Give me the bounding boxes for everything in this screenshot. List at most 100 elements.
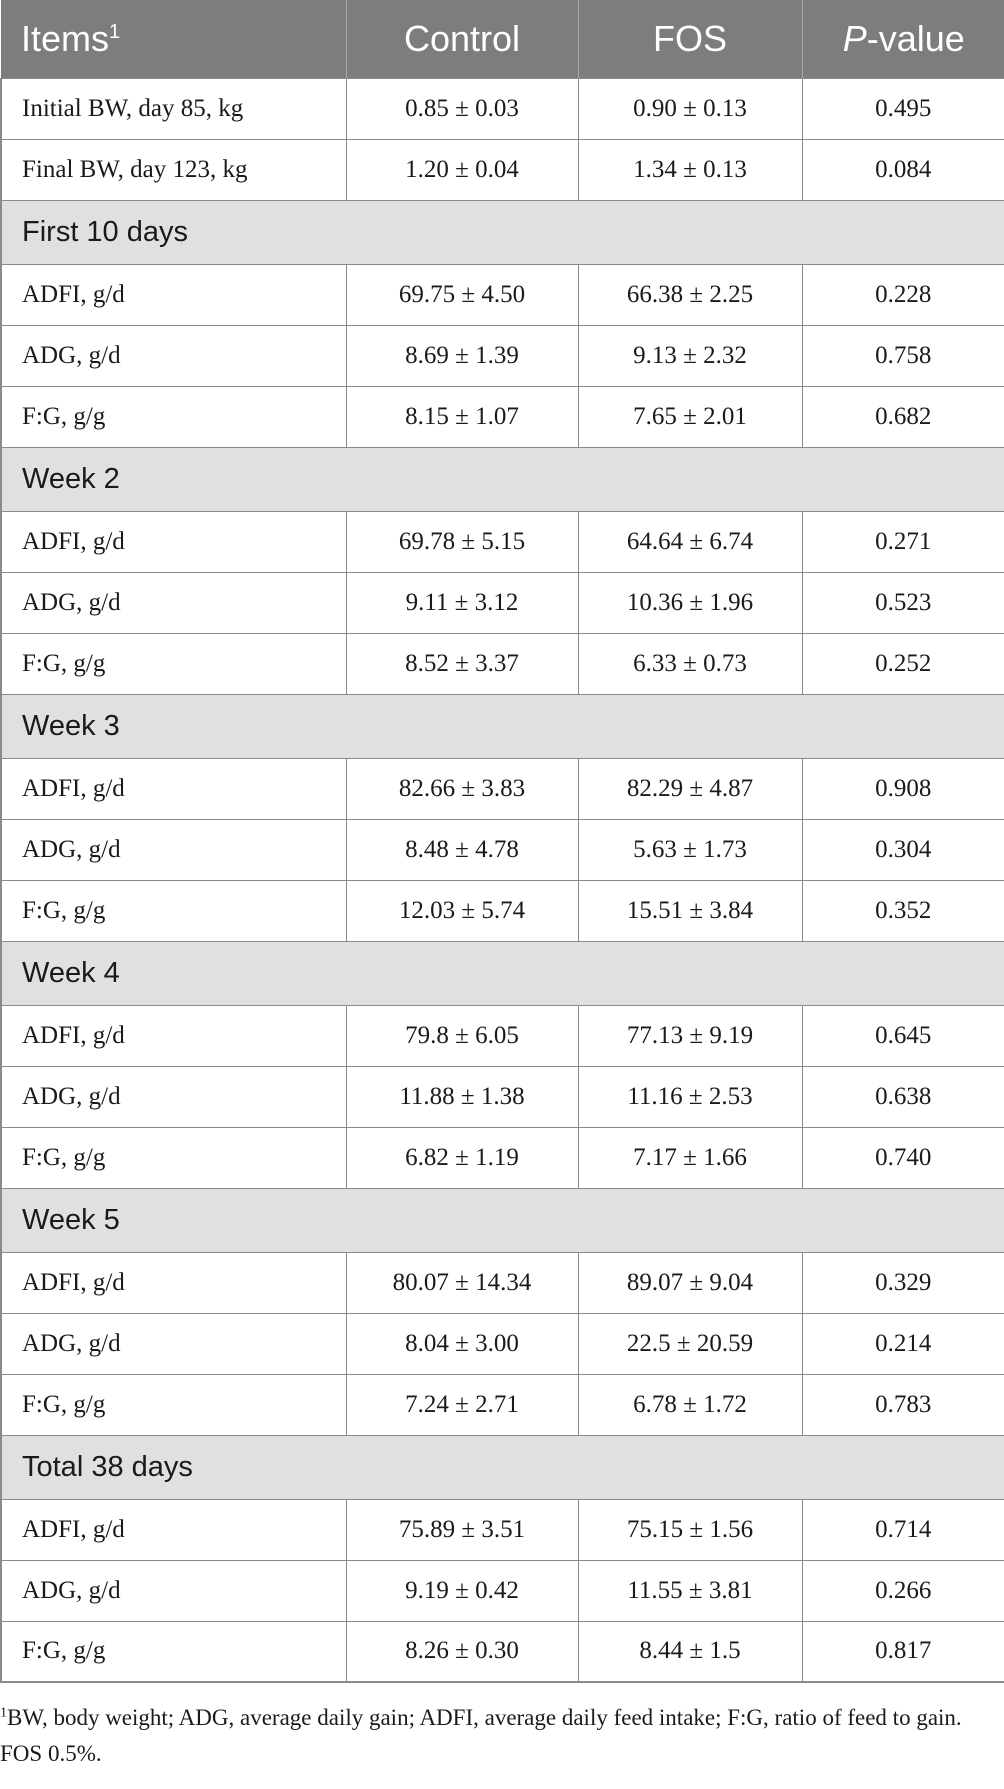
fos-value-cell: 77.13 ± 9.19	[577, 1004, 803, 1067]
header-row: Items1 Control FOS P-value	[1, 0, 1004, 78]
p-value-cell: 0.714	[801, 1498, 1004, 1561]
fos-value-cell: 64.64 ± 6.74	[577, 510, 803, 573]
control-value-cell: 8.26 ± 0.30	[345, 1620, 579, 1683]
fos-value-cell: 8.44 ± 1.5	[577, 1620, 803, 1683]
data-table-container: Items1 Control FOS P-value Initial BW, d…	[0, 0, 1004, 1683]
fos-value-cell: 1.34 ± 0.13	[577, 138, 803, 201]
section-label: Total 38 days	[0, 1434, 1004, 1500]
fos-value-cell: 75.15 ± 1.56	[577, 1498, 803, 1561]
row-label-cell: F:G, g/g	[0, 1126, 347, 1189]
p-value-cell: 0.252	[801, 632, 1004, 695]
header-p-rest: -value	[866, 17, 965, 59]
control-value-cell: 8.04 ± 3.00	[345, 1312, 579, 1375]
control-value-cell: 11.88 ± 1.38	[345, 1065, 579, 1128]
section-label: First 10 days	[0, 199, 1004, 265]
p-value-cell: 0.740	[801, 1126, 1004, 1189]
row-label-cell: ADFI, g/d	[0, 1498, 347, 1561]
fos-value-cell: 6.78 ± 1.72	[577, 1373, 803, 1436]
p-value-cell: 0.084	[801, 138, 1004, 201]
row-label-cell: ADFI, g/d	[0, 510, 347, 573]
header-fos: FOS	[578, 0, 803, 78]
table-row: F:G, g/g 12.03 ± 5.74 15.51 ± 3.84 0.352	[0, 879, 1004, 942]
section-header-row: Week 2	[0, 446, 1004, 512]
fos-value-cell: 82.29 ± 4.87	[577, 757, 803, 820]
row-label-cell: ADG, g/d	[0, 1559, 347, 1622]
footnote-text: BW, body weight; ADG, average daily gain…	[0, 1705, 962, 1766]
table-row: F:G, g/g 8.52 ± 3.37 6.33 ± 0.73 0.252	[0, 632, 1004, 695]
control-value-cell: 0.85 ± 0.03	[345, 77, 579, 140]
control-value-cell: 6.82 ± 1.19	[345, 1126, 579, 1189]
row-label-cell: Initial BW, day 85, kg	[0, 77, 347, 140]
p-value-cell: 0.271	[801, 510, 1004, 573]
control-value-cell: 9.11 ± 3.12	[345, 571, 579, 634]
fos-value-cell: 9.13 ± 2.32	[577, 324, 803, 387]
control-value-cell: 82.66 ± 3.83	[345, 757, 579, 820]
row-label-cell: F:G, g/g	[0, 385, 347, 448]
header-items-footnote-marker: 1	[109, 20, 121, 43]
row-label-cell: ADFI, g/d	[0, 1251, 347, 1314]
p-value-cell: 0.523	[801, 571, 1004, 634]
table-row: ADFI, g/d 82.66 ± 3.83 82.29 ± 4.87 0.908	[0, 757, 1004, 820]
control-value-cell: 69.75 ± 4.50	[345, 263, 579, 326]
control-value-cell: 8.15 ± 1.07	[345, 385, 579, 448]
p-value-cell: 0.352	[801, 879, 1004, 942]
header-p-italic: P	[842, 17, 867, 59]
p-value-cell: 0.228	[801, 263, 1004, 326]
table-row: F:G, g/g 8.26 ± 0.30 8.44 ± 1.5 0.817	[0, 1620, 1004, 1683]
section-header-row: Week 4	[0, 940, 1004, 1006]
control-value-cell: 8.52 ± 3.37	[345, 632, 579, 695]
fos-value-cell: 7.17 ± 1.66	[577, 1126, 803, 1189]
row-label-cell: F:G, g/g	[0, 632, 347, 695]
table-row: ADG, g/d 11.88 ± 1.38 11.16 ± 2.53 0.638	[0, 1065, 1004, 1128]
control-value-cell: 7.24 ± 2.71	[345, 1373, 579, 1436]
row-label-cell: F:G, g/g	[0, 1373, 347, 1436]
p-value-cell: 0.214	[801, 1312, 1004, 1375]
row-label-cell: ADG, g/d	[0, 1065, 347, 1128]
table-row: F:G, g/g 6.82 ± 1.19 7.17 ± 1.66 0.740	[0, 1126, 1004, 1189]
fos-value-cell: 10.36 ± 1.96	[577, 571, 803, 634]
control-value-cell: 1.20 ± 0.04	[345, 138, 579, 201]
control-value-cell: 80.07 ± 14.34	[345, 1251, 579, 1314]
row-label-cell: F:G, g/g	[0, 1620, 347, 1683]
control-value-cell: 12.03 ± 5.74	[345, 879, 579, 942]
header-items: Items1	[1, 0, 347, 78]
row-label-cell: ADG, g/d	[0, 818, 347, 881]
fos-value-cell: 7.65 ± 2.01	[577, 385, 803, 448]
row-label-cell: ADFI, g/d	[0, 757, 347, 820]
table-row: ADG, g/d 8.69 ± 1.39 9.13 ± 2.32 0.758	[0, 324, 1004, 387]
table-footnote: 1BW, body weight; ADG, average daily gai…	[0, 1700, 1000, 1772]
p-value-cell: 0.304	[801, 818, 1004, 881]
row-label-cell: ADFI, g/d	[0, 1004, 347, 1067]
table-row: ADFI, g/d 80.07 ± 14.34 89.07 ± 9.04 0.329	[0, 1251, 1004, 1314]
table-row: ADFI, g/d 69.78 ± 5.15 64.64 ± 6.74 0.271	[0, 510, 1004, 573]
header-p-value: P-value	[802, 0, 1004, 78]
table-row: Initial BW, day 85, kg 0.85 ± 0.03 0.90 ± …	[0, 77, 1004, 140]
row-label-cell: Final BW, day 123, kg	[0, 138, 347, 201]
table-row: ADFI, g/d 75.89 ± 3.51 75.15 ± 1.56 0.714	[0, 1498, 1004, 1561]
table-row: F:G, g/g 8.15 ± 1.07 7.65 ± 2.01 0.682	[0, 385, 1004, 448]
table-header: Items1 Control FOS P-value	[1, 0, 1004, 78]
p-value-cell: 0.783	[801, 1373, 1004, 1436]
section-header-row: First 10 days	[0, 199, 1004, 265]
fos-value-cell: 6.33 ± 0.73	[577, 632, 803, 695]
fos-value-cell: 66.38 ± 2.25	[577, 263, 803, 326]
table-row: ADFI, g/d 79.8 ± 6.05 77.13 ± 9.19 0.645	[0, 1004, 1004, 1067]
footnote-marker: 1	[0, 1705, 7, 1721]
fos-value-cell: 89.07 ± 9.04	[577, 1251, 803, 1314]
row-label-cell: ADG, g/d	[0, 1312, 347, 1375]
table-row: ADG, g/d 9.11 ± 3.12 10.36 ± 1.96 0.523	[0, 571, 1004, 634]
row-label-cell: ADG, g/d	[0, 324, 347, 387]
row-label-cell: F:G, g/g	[0, 879, 347, 942]
header-items-label: Items	[21, 17, 110, 59]
section-header-row: Week 5	[0, 1187, 1004, 1253]
p-value-cell: 0.266	[801, 1559, 1004, 1622]
control-value-cell: 69.78 ± 5.15	[345, 510, 579, 573]
section-label: Week 3	[0, 693, 1004, 759]
p-value-cell: 0.817	[801, 1620, 1004, 1683]
control-value-cell: 9.19 ± 0.42	[345, 1559, 579, 1622]
control-value-cell: 75.89 ± 3.51	[345, 1498, 579, 1561]
row-label-cell: ADG, g/d	[0, 571, 347, 634]
table-row: ADG, g/d 8.48 ± 4.78 5.63 ± 1.73 0.304	[0, 818, 1004, 881]
p-value-cell: 0.645	[801, 1004, 1004, 1067]
p-value-cell: 0.495	[801, 77, 1004, 140]
